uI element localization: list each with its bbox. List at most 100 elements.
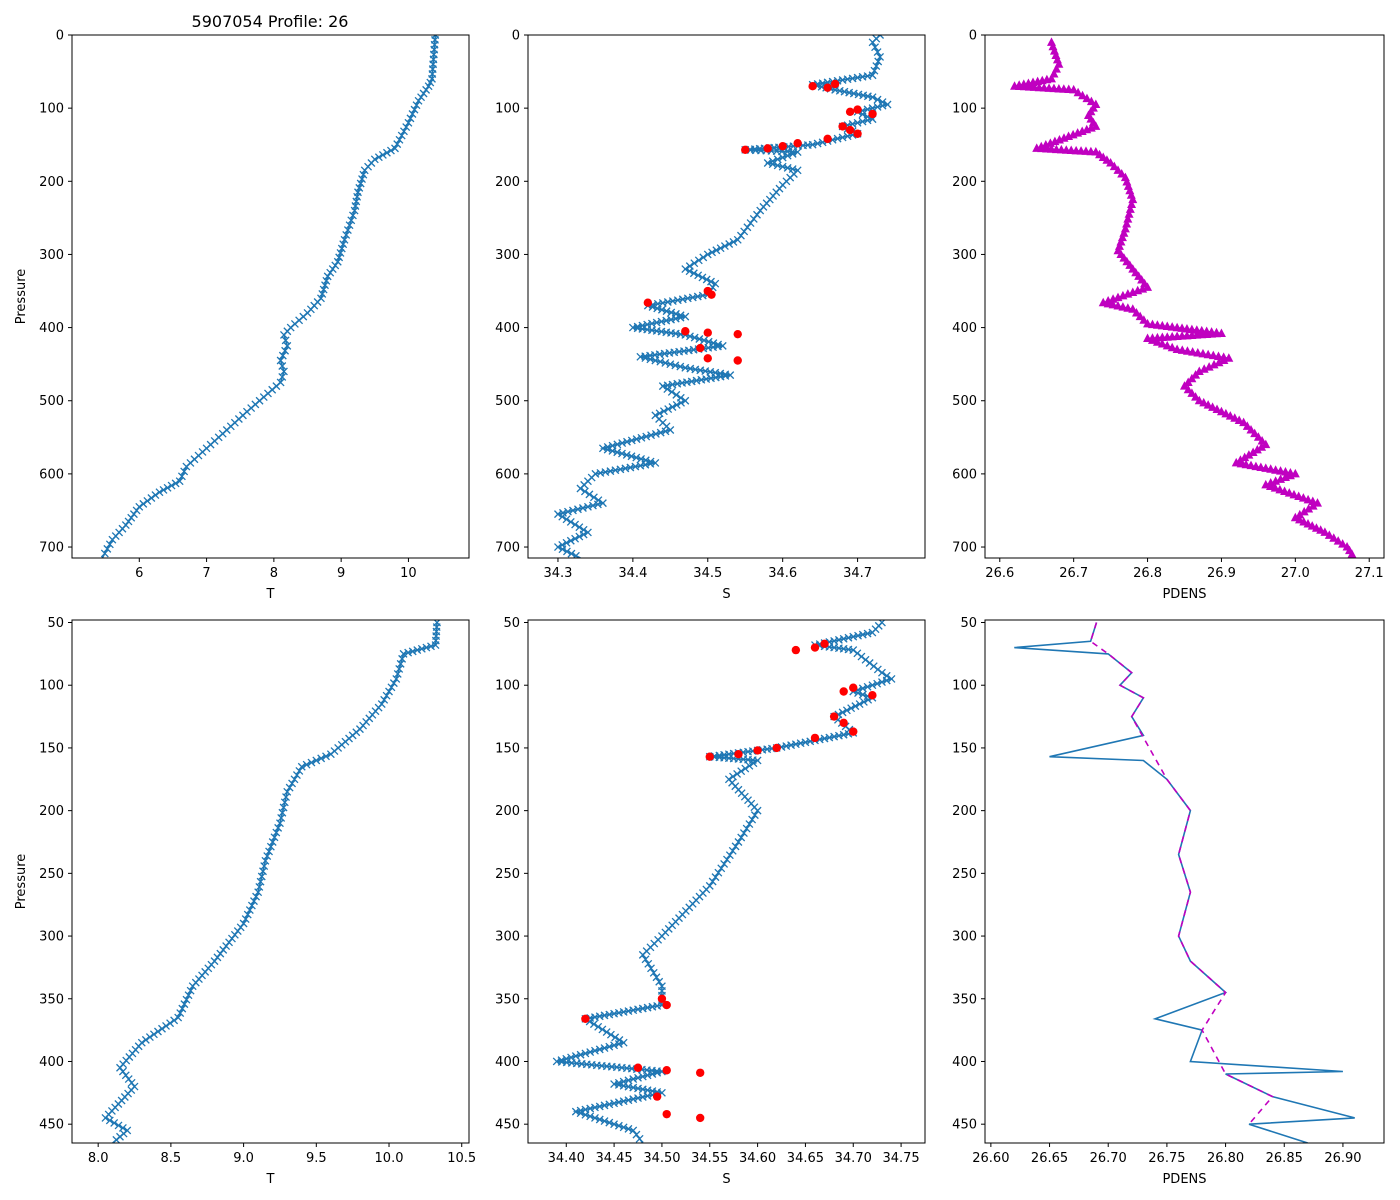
triangle-marker [1239,417,1249,427]
x-marker [558,545,567,554]
x-axis-label: PDENS [1162,587,1206,602]
x-marker [595,1115,604,1124]
triangle-marker [1209,359,1219,369]
y-tick-label: 600 [495,467,520,482]
x-marker [788,149,797,158]
x-marker [145,1033,154,1042]
flag-point [849,683,858,692]
y-tick-label: 250 [495,867,520,882]
x-marker [154,1027,162,1036]
x-marker [263,852,272,861]
x-marker [576,484,585,493]
x-marker [756,206,765,215]
y-tick-label: 50 [47,616,64,631]
x-tick-label: 34.3 [543,566,572,581]
y-tick-label: 350 [39,992,64,1007]
y-tick-label: 100 [495,102,520,117]
triangle-marker [1183,377,1193,386]
x-marker [598,1025,607,1034]
x-marker [412,101,421,110]
x-marker [356,179,365,188]
x-marker [155,488,164,497]
x-marker [589,493,598,502]
x-marker [302,760,311,769]
x-marker [586,1048,595,1057]
triangle-marker [1182,346,1192,355]
x-marker [333,257,342,266]
x-marker [374,153,383,162]
y-tick-label: 150 [495,741,520,756]
x-marker [322,752,330,761]
x-marker [188,982,197,991]
y-tick-label: 200 [952,175,977,190]
triangle-marker [1157,339,1167,348]
x-marker [672,390,681,399]
x-marker [847,704,856,713]
x-marker [135,502,144,511]
x-marker [586,1104,595,1113]
triangle-marker [1242,421,1252,430]
x-marker [571,1107,580,1116]
x-marker [753,756,762,765]
triangle-marker [1123,214,1133,223]
panel-bottom-salinity: 34.40 34.45 34.50 34.55 34.60 34.65 34.70 34.75… [495,616,926,1187]
triangle-marker [1143,333,1153,343]
x-marker [610,1041,619,1050]
y-tick-label: 300 [39,248,64,263]
x-tick-label: 8.5 [161,1151,182,1166]
x-tick-label: 34.75 [882,1151,919,1166]
x-marker [694,271,703,280]
x-tick-label: 8.0 [88,1151,109,1166]
triangle-marker [1313,498,1322,507]
x-marker [112,1135,121,1143]
x-marker [741,764,750,773]
triangle-marker [1113,292,1123,302]
x-marker [581,1110,590,1119]
triangle-marker [1320,527,1330,536]
triangle-marker [1191,392,1201,401]
x-marker [681,265,690,274]
flag-point [772,743,781,753]
x-tick-label: 7 [202,566,210,581]
x-marker [717,864,726,873]
x-marker [655,977,664,986]
x-marker [606,1030,615,1039]
y-tick-label: 300 [39,930,64,945]
x-marker [887,674,896,683]
x-tick-label: 26.8 [1133,566,1162,581]
x-tick-label: 26.70 [1090,1151,1127,1166]
x-marker [355,183,364,192]
x-marker [634,1094,642,1103]
x-marker [591,1103,599,1112]
x-marker [184,991,193,1000]
x-marker [720,242,729,251]
x-marker [281,336,290,345]
x-marker [714,340,723,349]
flag-point [695,1113,705,1123]
flag-point [681,327,690,336]
x-marker [623,437,631,446]
salinity-line [556,621,894,1143]
triangle-marker [1133,285,1143,295]
x-tick-label: 26.65 [1031,1151,1068,1166]
x-marker [613,448,622,457]
triangle-marker [1224,353,1234,362]
x-marker [254,888,263,897]
x-marker [182,995,191,1004]
y-tick-label: 200 [495,804,520,819]
x-marker [571,534,580,543]
x-marker [410,105,419,114]
x-marker [326,268,335,277]
x-tick-label: 34.40 [548,1151,585,1166]
x-marker [702,275,711,284]
y-tick-label: 400 [495,1055,520,1070]
x-marker [842,706,851,715]
x-marker [734,838,743,846]
x-marker [868,628,877,637]
x-marker [743,223,752,232]
x-marker [397,131,406,140]
x-axis-label: PDENS [1162,1172,1206,1187]
x-marker [554,543,562,551]
plot-area [100,35,440,558]
x-marker [855,700,864,708]
